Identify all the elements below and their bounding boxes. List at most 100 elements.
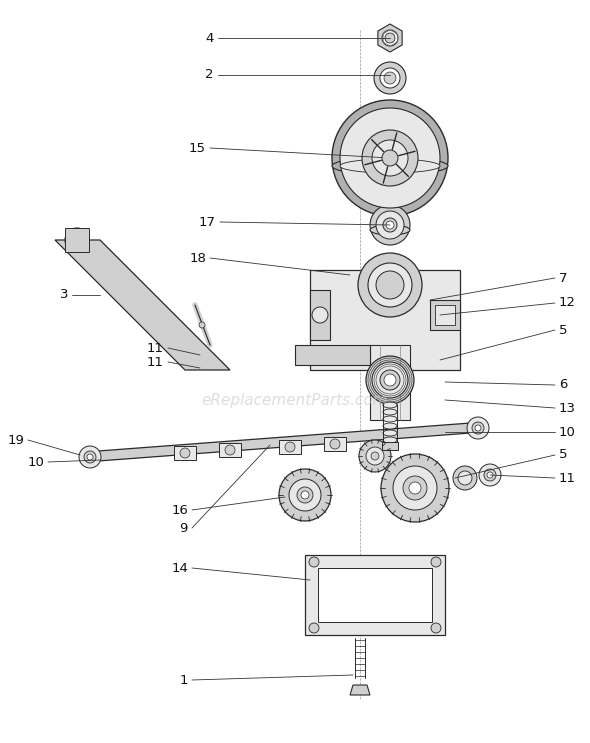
Polygon shape: [85, 422, 484, 462]
Circle shape: [87, 454, 93, 460]
Polygon shape: [174, 446, 196, 460]
Text: 17: 17: [199, 215, 216, 229]
Polygon shape: [318, 568, 432, 622]
Ellipse shape: [383, 402, 397, 408]
Text: 11: 11: [147, 342, 164, 354]
Circle shape: [487, 472, 493, 478]
Text: 4: 4: [206, 31, 214, 45]
Ellipse shape: [383, 409, 397, 415]
Polygon shape: [324, 437, 346, 451]
Text: 6: 6: [559, 378, 568, 392]
Circle shape: [382, 150, 398, 166]
Text: 5: 5: [559, 449, 568, 461]
Circle shape: [225, 445, 235, 455]
Polygon shape: [310, 290, 330, 340]
Text: 10: 10: [559, 426, 576, 438]
Text: 19: 19: [7, 433, 24, 447]
Circle shape: [297, 487, 313, 503]
Circle shape: [372, 362, 408, 398]
Text: 18: 18: [189, 251, 206, 265]
Text: eReplacementParts.com: eReplacementParts.com: [202, 392, 388, 407]
Circle shape: [358, 253, 422, 317]
Text: 11: 11: [559, 472, 576, 484]
Circle shape: [309, 557, 319, 567]
Circle shape: [359, 440, 391, 472]
Circle shape: [370, 205, 410, 245]
Text: 1: 1: [179, 673, 188, 687]
Circle shape: [382, 30, 398, 46]
Circle shape: [380, 370, 400, 390]
Circle shape: [384, 374, 396, 386]
Polygon shape: [378, 24, 402, 52]
Text: 14: 14: [171, 562, 188, 574]
Ellipse shape: [383, 416, 397, 422]
Circle shape: [403, 476, 427, 500]
Polygon shape: [435, 305, 455, 325]
Circle shape: [301, 491, 309, 499]
Circle shape: [84, 451, 96, 463]
Text: 3: 3: [60, 288, 68, 302]
Circle shape: [312, 307, 328, 323]
Circle shape: [376, 211, 404, 239]
Circle shape: [79, 446, 101, 468]
Polygon shape: [350, 685, 370, 695]
Ellipse shape: [340, 159, 440, 173]
Circle shape: [475, 425, 481, 431]
Polygon shape: [305, 555, 445, 635]
Circle shape: [366, 447, 384, 465]
Ellipse shape: [383, 437, 397, 443]
Circle shape: [431, 557, 441, 567]
Circle shape: [383, 218, 397, 232]
Text: 7: 7: [559, 271, 568, 285]
Circle shape: [467, 417, 489, 439]
Circle shape: [381, 454, 449, 522]
Circle shape: [374, 62, 406, 94]
Circle shape: [199, 322, 205, 328]
Text: 9: 9: [179, 522, 188, 534]
Circle shape: [366, 356, 414, 404]
Text: 5: 5: [559, 323, 568, 337]
Text: 2: 2: [205, 68, 214, 82]
Circle shape: [386, 221, 394, 229]
Circle shape: [180, 448, 190, 458]
Circle shape: [431, 623, 441, 633]
Polygon shape: [55, 240, 230, 370]
Circle shape: [484, 469, 496, 481]
Text: 12: 12: [559, 296, 576, 310]
Circle shape: [368, 263, 412, 307]
Circle shape: [309, 623, 319, 633]
Circle shape: [371, 452, 379, 460]
Ellipse shape: [383, 430, 397, 436]
Circle shape: [380, 68, 400, 88]
Circle shape: [65, 228, 89, 252]
Circle shape: [409, 482, 421, 494]
Text: 16: 16: [171, 504, 188, 516]
Polygon shape: [370, 345, 410, 420]
Circle shape: [289, 479, 321, 511]
Text: 10: 10: [27, 455, 44, 469]
Polygon shape: [310, 270, 460, 370]
Polygon shape: [279, 440, 301, 454]
Circle shape: [376, 271, 404, 299]
Polygon shape: [382, 442, 398, 450]
Polygon shape: [219, 443, 241, 457]
Circle shape: [479, 464, 501, 486]
Polygon shape: [295, 345, 370, 365]
Circle shape: [453, 466, 477, 490]
Circle shape: [332, 100, 448, 216]
Circle shape: [279, 469, 331, 521]
Circle shape: [362, 130, 418, 186]
Polygon shape: [430, 300, 460, 330]
Circle shape: [372, 140, 408, 176]
Circle shape: [330, 439, 340, 449]
Ellipse shape: [383, 423, 397, 429]
Circle shape: [393, 466, 437, 510]
Text: 13: 13: [559, 401, 576, 415]
Circle shape: [285, 442, 295, 452]
Polygon shape: [65, 228, 89, 252]
Circle shape: [340, 108, 440, 208]
Ellipse shape: [370, 225, 410, 235]
Circle shape: [385, 33, 395, 43]
Circle shape: [458, 471, 472, 485]
Ellipse shape: [332, 157, 448, 175]
